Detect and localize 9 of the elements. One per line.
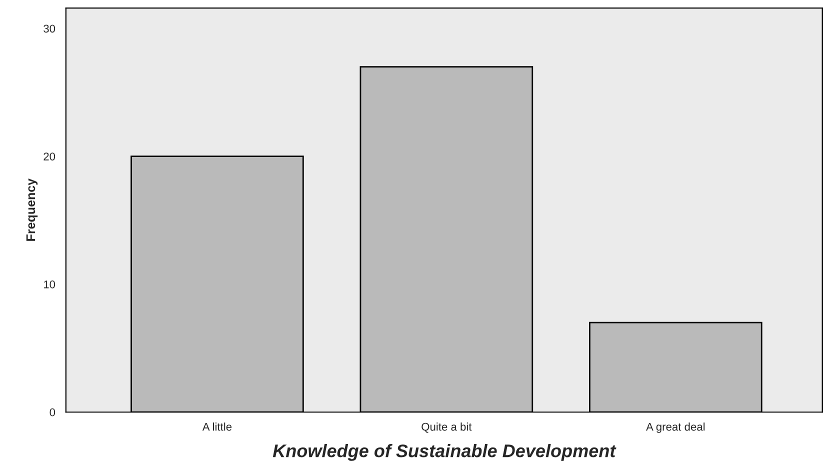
y-tick-label: 0 [50, 408, 56, 416]
y-axis-title: Frequency [26, 178, 38, 241]
x-axis-title: Knowledge of Sustainable Development [272, 444, 616, 461]
y-tick-label: 20 [44, 152, 56, 160]
x-tick-label: A great deal [646, 422, 705, 433]
y-tick-label: 30 [44, 24, 56, 33]
x-tick-label: A little [202, 422, 232, 431]
y-tick-label: 10 [44, 280, 56, 288]
x-tick-label: Quite a bit [422, 422, 472, 433]
